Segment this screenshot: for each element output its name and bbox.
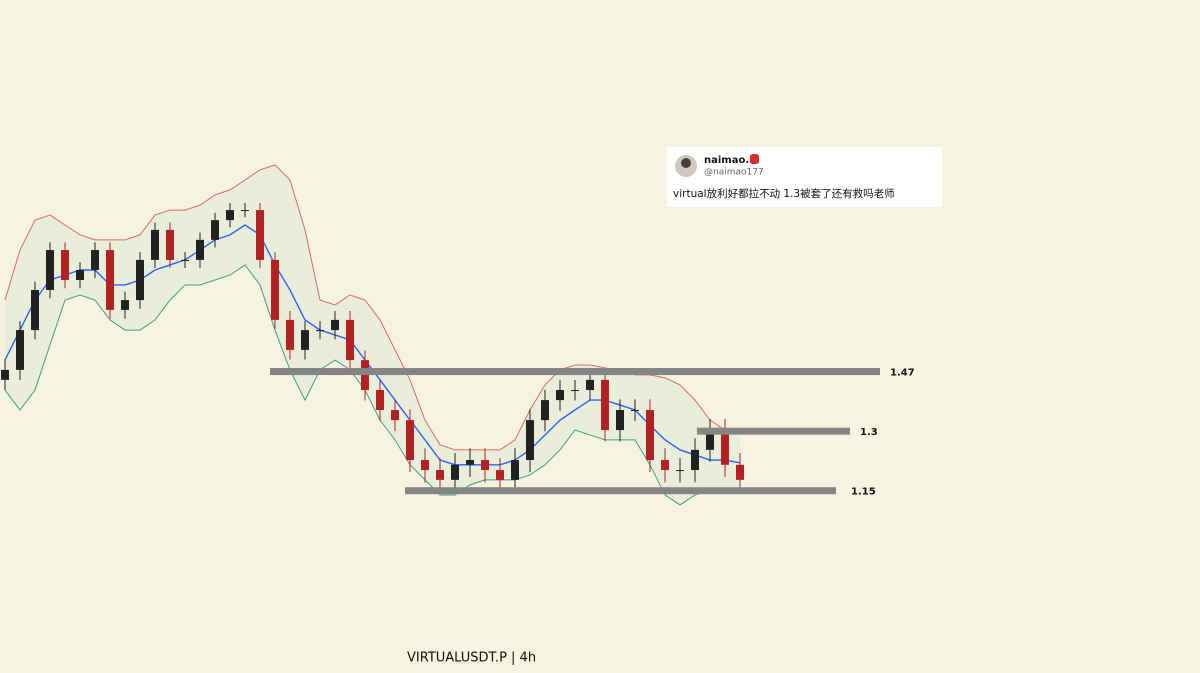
candle-body (166, 229, 174, 260)
candle-body (706, 430, 714, 450)
candle-body (91, 250, 99, 270)
candle-body (406, 420, 414, 461)
candle-body (46, 250, 54, 290)
level-line (270, 368, 880, 376)
candle-body (601, 379, 609, 431)
candle-body (451, 464, 459, 480)
candle-body (331, 319, 339, 331)
candle-body (586, 379, 594, 391)
candle-body (511, 460, 519, 480)
band-lower (4, 264, 741, 506)
candle-body (61, 250, 69, 281)
candle-body (106, 250, 114, 310)
candle-body (211, 220, 219, 240)
candle-body (76, 269, 84, 281)
candle-body (436, 470, 444, 480)
candle-body (346, 319, 354, 361)
candle-body (721, 430, 729, 465)
candle-body (481, 460, 489, 471)
tweet-text: virtual放利好都拉不动 1.3被套了还有救吗老师 (673, 187, 895, 200)
candle-body (196, 239, 204, 260)
candle-body (376, 390, 384, 411)
card (667, 147, 942, 207)
level-line (405, 487, 836, 495)
candle-body (16, 330, 24, 370)
plot: 1.47 1.3 1.15 (1, 164, 915, 506)
candle-body (466, 460, 474, 465)
candle-body (181, 259, 189, 261)
level-line (697, 427, 850, 435)
candle-body (616, 410, 624, 431)
level-label: 1.15 (851, 487, 876, 498)
tweet-name: naimao.hl (704, 155, 760, 166)
tweet-card: naimao.hl @naimao177 virtual放利好都拉不动 1.3被… (667, 147, 942, 207)
candle-body (691, 449, 699, 471)
candle-body (151, 229, 159, 260)
candle-body (286, 319, 294, 350)
candle-body (31, 289, 39, 331)
candle-body (556, 390, 564, 401)
candle-body (391, 410, 399, 421)
candle-body (421, 460, 429, 471)
candle-body (271, 259, 279, 320)
candle-body (526, 420, 534, 461)
candle-body (1, 369, 9, 380)
candle-body (676, 470, 684, 472)
candle-body (661, 460, 669, 471)
candle-body (571, 390, 579, 392)
level-label: 1.47 (890, 368, 915, 379)
candle-body (121, 300, 129, 310)
tweet-handle: @naimao177 (704, 168, 764, 178)
level-label: 1.3 (860, 427, 878, 438)
candle-body (646, 410, 654, 461)
candle-body (361, 360, 369, 391)
chart-title: VIRTUALUSDT.P | 4h (407, 651, 536, 666)
candle-body (316, 330, 324, 332)
emoji (750, 154, 759, 164)
avatar-head (681, 158, 691, 168)
candle-body (736, 464, 744, 480)
candle-body (241, 210, 249, 212)
candle-body (256, 210, 264, 260)
candle-body (226, 210, 234, 221)
candle-body (631, 410, 639, 412)
band-fill (5, 164, 740, 505)
candle-body (541, 400, 549, 421)
candle-body (136, 259, 144, 301)
candle-body (496, 470, 504, 480)
candle-body (301, 330, 309, 350)
